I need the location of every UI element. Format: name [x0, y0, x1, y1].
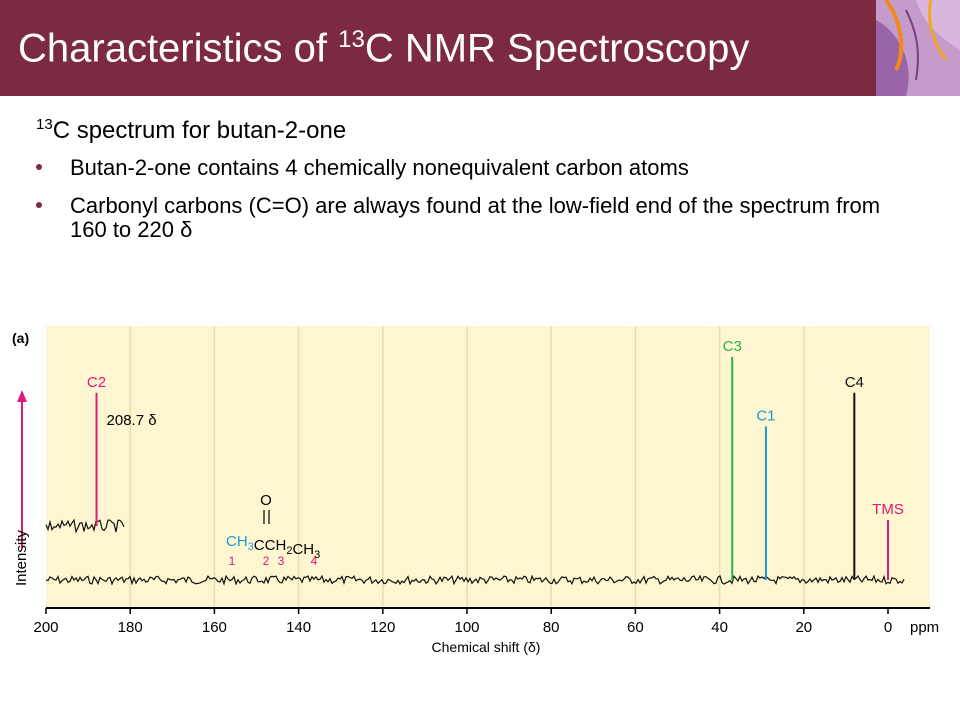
bullet-text: Butan-2-one contains 4 chemically nonequ…	[70, 155, 689, 180]
peak-label-tms: TMS	[872, 501, 904, 518]
bullet-list: Butan-2-one contains 4 chemically nonequ…	[36, 156, 916, 256]
x-tick-label: 100	[454, 619, 479, 636]
baseline-noise	[45, 574, 905, 586]
y-axis-label: Intensity	[13, 530, 30, 586]
subheading-text: C spectrum for butan-2-one	[52, 117, 347, 144]
x-tick-label: 20	[795, 619, 812, 636]
structure-oxygen: O	[260, 492, 272, 509]
peak-label-c1: C1	[756, 407, 775, 424]
x-tick-label: 80	[543, 619, 560, 636]
x-unit-label: ppm	[910, 619, 939, 636]
x-tick-label: 40	[711, 619, 728, 636]
flower-icon	[876, 0, 960, 96]
bullet-item: Butan-2-one contains 4 chemically nonequ…	[36, 156, 916, 180]
carbon-number: 4	[311, 554, 318, 568]
panel-label: (a)	[12, 330, 29, 346]
bullet-icon	[36, 202, 42, 208]
expanded-noise	[45, 518, 125, 534]
intensity-axis-label: Intensity	[13, 390, 30, 586]
title-suffix: C NMR Spectroscopy	[364, 26, 750, 71]
x-tick-label: 180	[118, 619, 143, 636]
flower-image	[876, 0, 960, 96]
bullet-icon	[36, 164, 42, 170]
x-tick-label: 60	[627, 619, 644, 636]
x-tick-label: 0	[884, 619, 892, 636]
title-prefix: Characteristics of	[18, 26, 339, 71]
peak-label-c3: C3	[723, 338, 742, 355]
subheading-superscript: 13	[36, 116, 53, 133]
x-tick-label: 160	[202, 619, 227, 636]
subheading: 13C spectrum for butan-2-one	[36, 116, 346, 145]
peak-label-c2: C2	[87, 374, 106, 391]
peak-label-c4: C4	[845, 374, 864, 391]
x-tick-label: 200	[33, 619, 58, 636]
bullet-text: Carbonyl carbons (C=O) are always found …	[70, 193, 881, 242]
structure-formula: CH3CCH2CH3	[226, 533, 320, 561]
carbon-number: 3	[278, 554, 285, 568]
x-axis-label: Chemical shift (δ)	[432, 639, 541, 655]
arrow-up-icon	[17, 390, 27, 402]
peak-shift-label: 208.7 δ	[107, 412, 157, 429]
carbon-number: 1	[229, 554, 236, 568]
plot-background	[46, 326, 930, 608]
x-tick-label: 120	[370, 619, 395, 636]
title-superscript: 13	[338, 26, 365, 53]
carbon-number: 2	[263, 554, 270, 568]
x-tick-label: 140	[286, 619, 311, 636]
bullet-item: Carbonyl carbons (C=O) are always found …	[36, 194, 916, 242]
title-bar: Characteristics of 13C NMR Spectroscopy	[0, 0, 876, 96]
page-title: Characteristics of 13C NMR Spectroscopy	[18, 26, 749, 71]
